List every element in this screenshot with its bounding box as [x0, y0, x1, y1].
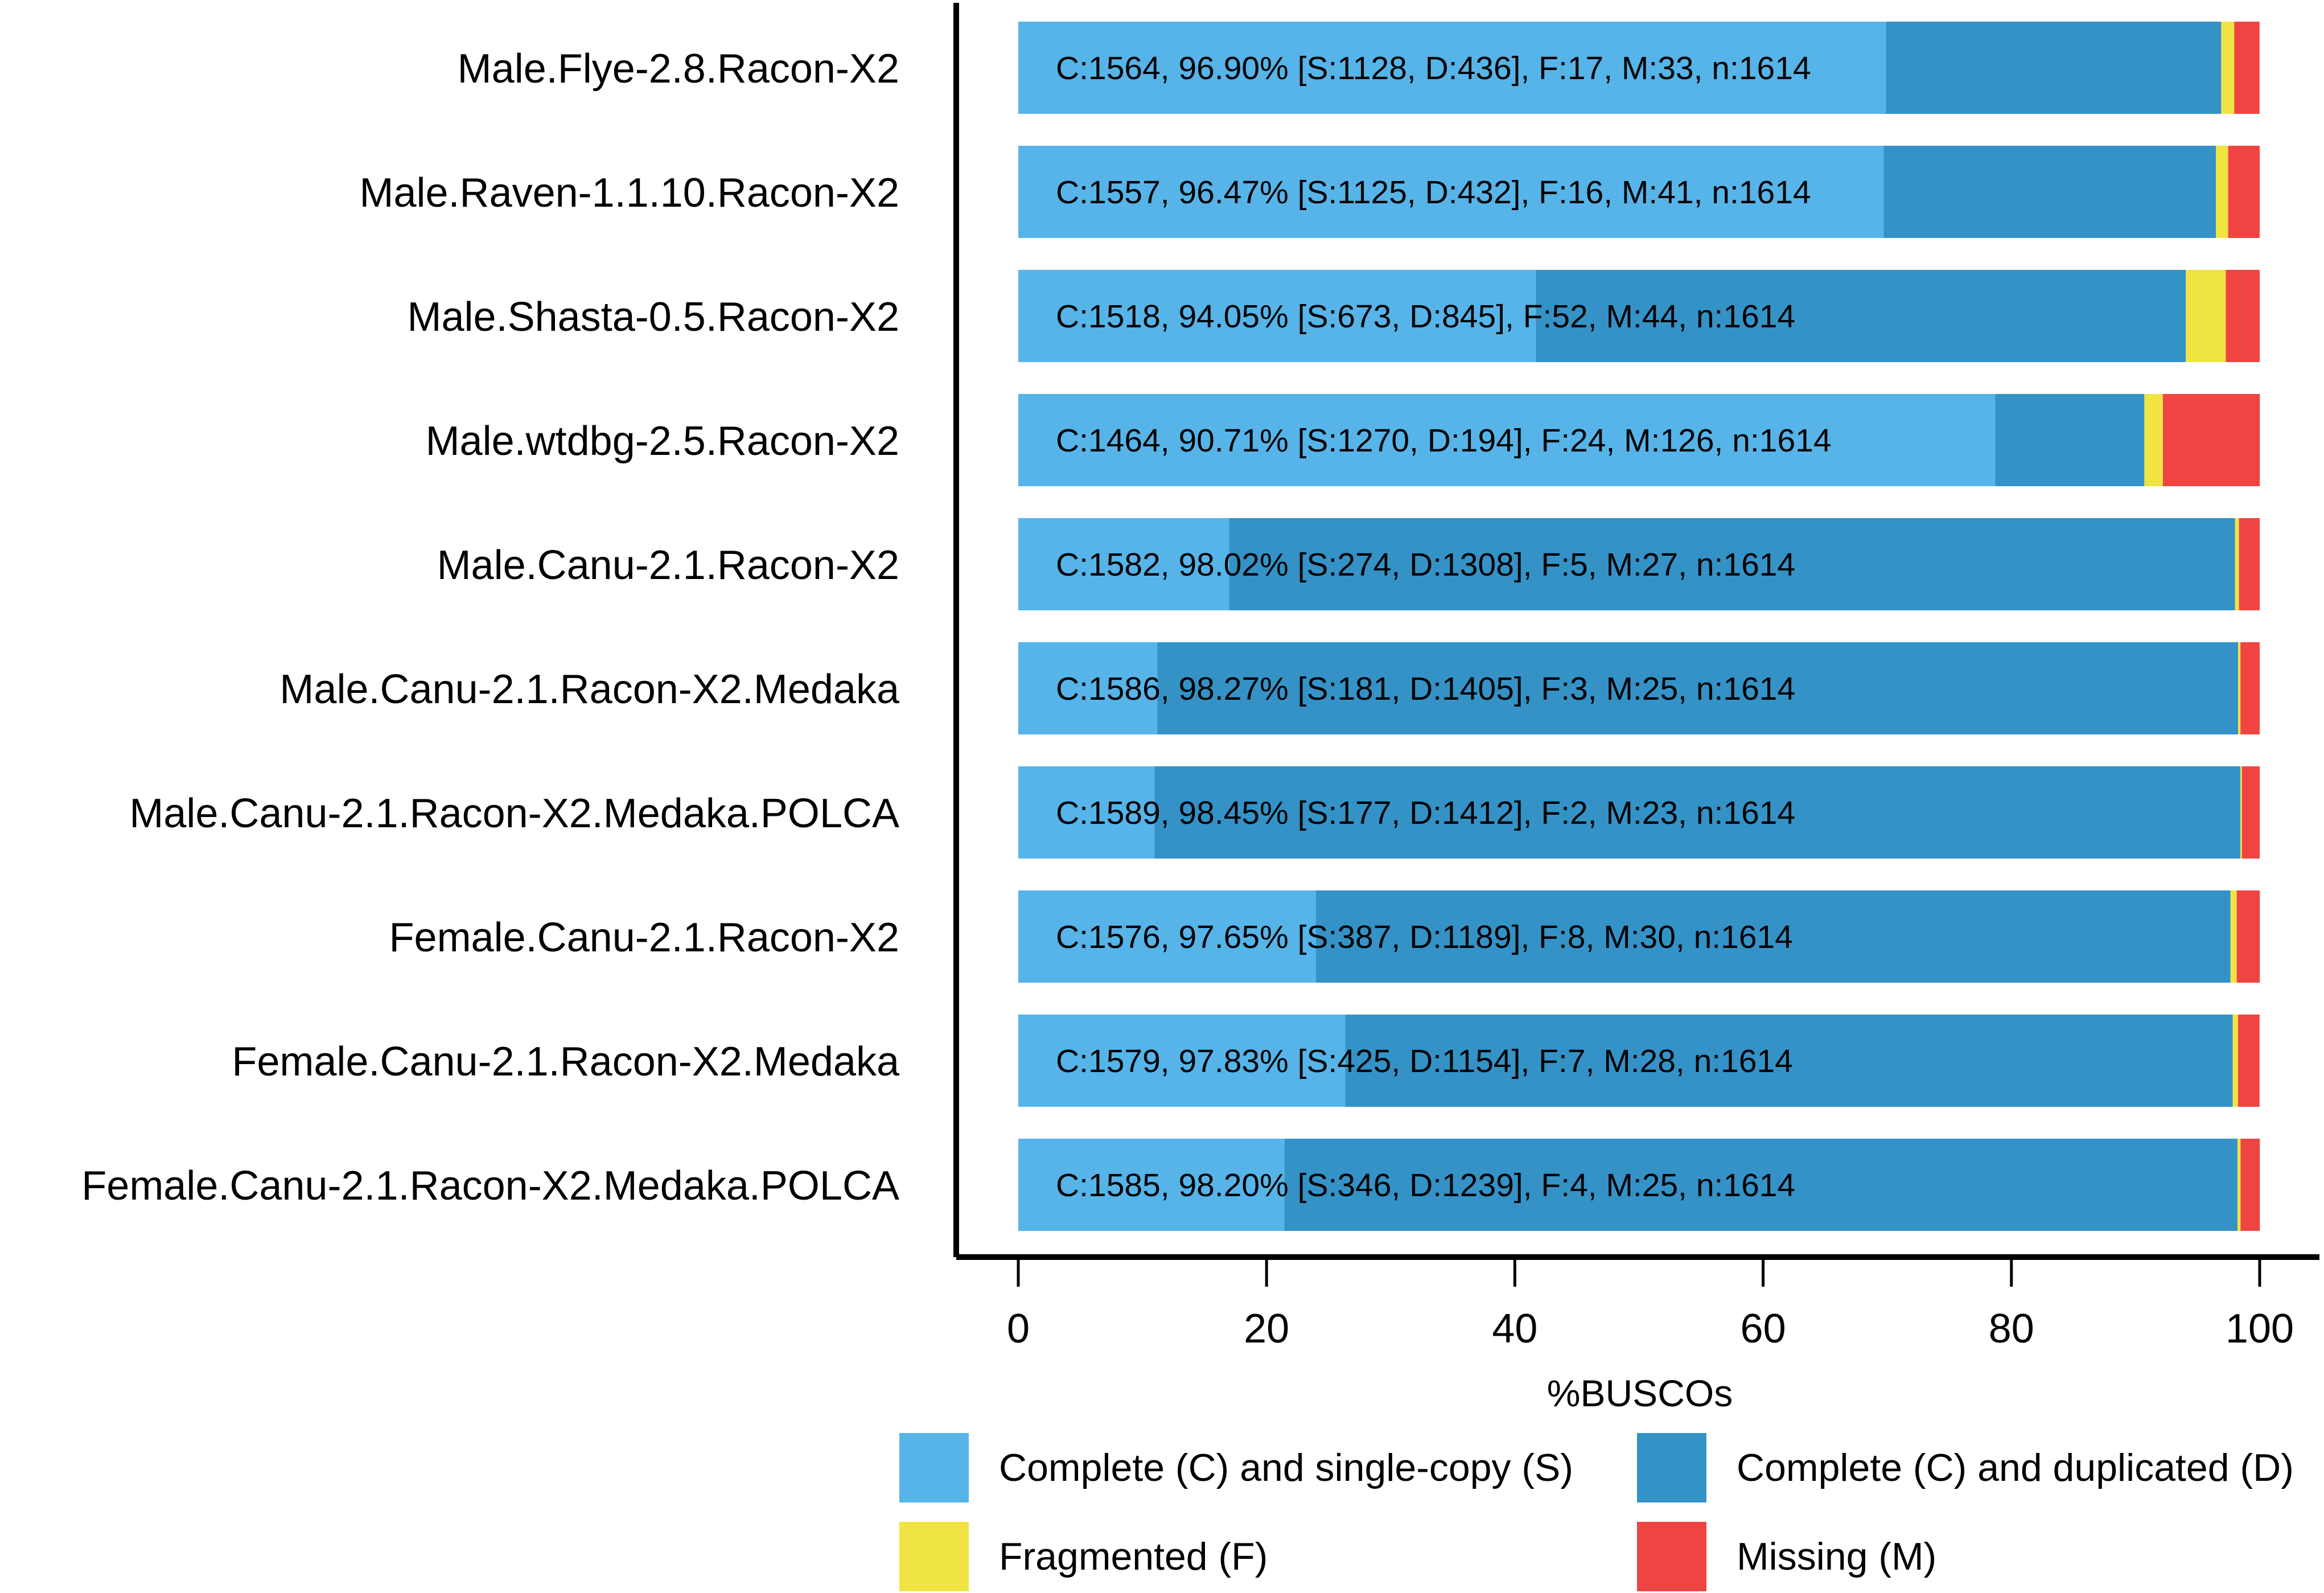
bar-segment-2-1 [1018, 146, 1884, 238]
y-tick-label-7: Male.Canu-2.1.Racon-X2.Medaka.POLCA [129, 791, 899, 836]
x-tick-label-20: 20 [1244, 1306, 1289, 1352]
bar-segment-7-1 [1018, 766, 1155, 859]
bar-label-9: C:1579, 97.83% [S:425, D:1154], F:7, M:2… [1056, 1043, 1793, 1079]
bar-segment-6-3 [2238, 642, 2241, 734]
bar-segment-9-3 [2232, 1015, 2239, 1107]
x-tick-label-100: 100 [2226, 1306, 2294, 1352]
legend-label-2: Complete (C) and duplicated (D) [1737, 1446, 2294, 1489]
y-tick-label-10: Female.Canu-2.1.Racon-X2.Medaka.POLCA [81, 1163, 899, 1209]
y-tick-label-4: Male.wtdbg-2.5.Racon-X2 [426, 418, 899, 464]
y-tick-label-1: Male.Flye-2.8.Racon-X2 [458, 46, 899, 92]
bar-segment-3-2 [1536, 270, 2186, 362]
bar-label-4: C:1464, 90.71% [S:1270, D:194], F:24, M:… [1056, 422, 1832, 459]
legend-swatch-1 [899, 1433, 969, 1502]
bar-segment-7-4 [2241, 766, 2260, 859]
y-tick-labels: Male.Flye-2.8.Racon-X2 Male.Raven-1.1.10.… [81, 46, 900, 1209]
bar-segment-6-4 [2240, 642, 2260, 734]
bar-segment-4-1 [1018, 394, 1996, 486]
bar-segment-2-3 [2216, 146, 2228, 238]
bar-label-5: C:1582, 98.02% [S:274, D:1308], F:5, M:2… [1056, 547, 1795, 583]
bar-label-10: C:1585, 98.20% [S:346, D:1239], F:4, M:2… [1056, 1167, 1795, 1204]
y-tick-label-9: Female.Canu-2.1.Racon-X2.Medaka [232, 1039, 900, 1085]
bar-segment-3-3 [2186, 270, 2226, 362]
bar-segment-9-2 [1345, 1015, 2233, 1107]
bar-segment-8-3 [2230, 890, 2237, 983]
x-tick-label-40: 40 [1492, 1306, 1537, 1352]
legend: Complete (C) and single-copy (S) Complete… [899, 1433, 2294, 1591]
bar-segment-7-3 [2240, 766, 2242, 859]
bar-segment-9-4 [2238, 1015, 2260, 1107]
bar-label-3: C:1518, 94.05% [S:673, D:845], F:52, M:4… [1056, 298, 1795, 335]
bar-label-6: C:1586, 98.27% [S:181, D:1405], F:3, M:2… [1056, 671, 1795, 707]
legend-label-4: Missing (M) [1737, 1535, 1936, 1578]
bar-segment-5-3 [2235, 518, 2239, 610]
y-tick-label-6: Male.Canu-2.1.Racon-X2.Medaka [279, 667, 900, 712]
bar-label-2: C:1557, 96.47% [S:1125, D:432], F:16, M:… [1056, 174, 1811, 211]
bar-segment-10-2 [1284, 1139, 2237, 1231]
bar-segment-5-2 [1229, 518, 2235, 610]
bar-segment-10-1 [1018, 1139, 1285, 1231]
x-tick-label-60: 60 [1741, 1306, 1786, 1352]
bar-segment-4-3 [2144, 394, 2163, 486]
x-axis-ticks: 0 20 40 60 80 100 [1007, 1259, 2294, 1352]
bar-label-1: C:1564, 96.90% [S:1128, D:436], F:17, M:… [1056, 50, 1811, 87]
legend-label-3: Fragmented (F) [999, 1535, 1268, 1578]
bar-segment-7-2 [1154, 766, 2241, 859]
bar-segment-1-1 [1018, 22, 1886, 114]
bar-segment-1-3 [2221, 22, 2235, 114]
x-axis-label: %BUSCOs [1547, 1372, 1733, 1414]
bar-segment-3-1 [1018, 270, 1536, 362]
legend-swatch-4 [1637, 1522, 1706, 1591]
bar-segment-4-2 [1995, 394, 2145, 486]
bar-segment-8-4 [2236, 890, 2260, 983]
bar-segment-4-4 [2162, 394, 2260, 486]
bar-segment-9-1 [1018, 1015, 1346, 1107]
bar-segment-8-2 [1316, 890, 2231, 983]
legend-label-1: Complete (C) and single-copy (S) [999, 1446, 1573, 1489]
bar-segment-8-1 [1018, 890, 1317, 983]
bar-segment-5-4 [2239, 518, 2260, 610]
bar-segment-1-2 [1886, 22, 2222, 114]
bar-segment-10-4 [2240, 1139, 2260, 1231]
bar-segment-6-1 [1018, 642, 1158, 734]
x-tick-label-0: 0 [1007, 1306, 1030, 1352]
y-tick-label-8: Female.Canu-2.1.Racon-X2 [389, 915, 899, 960]
legend-swatch-2 [1637, 1433, 1706, 1502]
bar-segment-1-4 [2234, 22, 2260, 114]
bar-segment-6-2 [1157, 642, 2239, 734]
bar-label-7: C:1589, 98.45% [S:177, D:1412], F:2, M:2… [1056, 795, 1795, 831]
bar-segment-2-4 [2228, 146, 2260, 238]
y-tick-label-2: Male.Raven-1.1.10.Racon-X2 [359, 170, 899, 216]
bar-segment-10-3 [2237, 1139, 2241, 1231]
bars-layer [1018, 22, 2260, 1231]
y-tick-label-3: Male.Shasta-0.5.Racon-X2 [408, 294, 899, 340]
bar-label-8: C:1576, 97.65% [S:387, D:1189], F:8, M:3… [1056, 919, 1793, 955]
y-tick-label-5: Male.Canu-2.1.Racon-X2 [437, 543, 899, 588]
legend-swatch-3 [899, 1522, 969, 1591]
bar-segment-5-1 [1018, 518, 1229, 610]
x-tick-label-80: 80 [1989, 1306, 2034, 1352]
bar-labels-layer: C:1564, 96.90% [S:1128, D:436], F:17, M:… [1056, 50, 1832, 1204]
bar-segment-3-4 [2226, 270, 2260, 362]
bar-segment-2-2 [1883, 146, 2216, 238]
